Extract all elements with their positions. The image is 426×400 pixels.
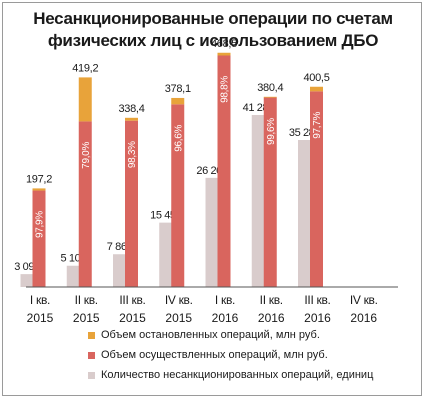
data-label-share-7: 97,7%: [312, 112, 323, 139]
x-tick-label-year-2: 2015: [73, 311, 100, 325]
x-tick-label-year-4: 2015: [165, 311, 192, 325]
bar-stopped-3: [125, 117, 138, 121]
bar-completed-5: [217, 55, 231, 287]
data-label-share-2: 79,0%: [81, 142, 92, 169]
data-label-total-4: 378,1: [165, 83, 191, 95]
x-tick-label-year-6: 2016: [258, 311, 285, 325]
bar-count-7: [298, 140, 311, 287]
x-tick-label-year-8: 2016: [350, 311, 377, 325]
chart-title-line-1: Несанкционированные операции по счетам: [33, 9, 393, 28]
legend-item-completed: Объем осуществленных операций, млн руб.: [88, 348, 328, 362]
x-tick-label-quarter-6: II кв.: [260, 293, 283, 307]
x-tick-label-quarter-1: I кв.: [30, 293, 50, 307]
x-tick-label-year-5: 2016: [212, 311, 239, 325]
data-label-total-2: 419,2: [72, 62, 98, 74]
data-label-total-6: 380,4: [257, 82, 283, 94]
legend-swatch-count: [88, 371, 95, 379]
data-label-share-5: 98,8%: [220, 76, 231, 103]
bar-count-4: [159, 222, 173, 287]
bar-stopped-7: [310, 86, 323, 92]
data-label-total-3: 338,4: [118, 103, 144, 115]
bar-count-3: [113, 254, 126, 287]
legend-swatch-stopped: [88, 331, 95, 339]
data-label-share-6: 99,6%: [266, 118, 277, 145]
bar-stopped-1: [32, 188, 46, 191]
bar-completed-1: [32, 190, 46, 287]
legend-label-count: Количество несанкционированных операций,…: [101, 369, 374, 381]
x-tick-label-quarter-5: I кв.: [215, 293, 235, 307]
bar-stopped-2: [78, 77, 92, 122]
legend-item-stopped: Объем остановленных операций, млн руб.: [88, 328, 320, 342]
bar-completed-6: [263, 97, 277, 287]
data-label-share-4: 96,6%: [173, 124, 184, 151]
chart-title-line-2: физических лиц с использованием ДБО: [47, 31, 379, 50]
data-label-share-3: 98,3%: [127, 141, 138, 168]
legend-label-completed: Объем осуществленных операций, млн руб.: [101, 349, 328, 361]
data-label-total-7: 400,5: [303, 72, 329, 84]
x-tick-label-quarter-8: IV кв.: [350, 293, 378, 307]
bar-count-1: [20, 274, 34, 287]
chart-title: Несанкционированные операции по счетам ф…: [0, 8, 426, 52]
bar-completed-7: [310, 91, 323, 287]
data-label-total-5: 468,5: [211, 38, 237, 50]
bar-count-6: [251, 115, 265, 287]
bar-count-2: [66, 265, 80, 287]
bar-completed-4: [171, 104, 185, 287]
x-tick-label-quarter-3: III кв.: [119, 293, 145, 307]
bar-completed-2: [78, 121, 92, 288]
x-tick-label-quarter-2: II кв.: [75, 293, 98, 307]
data-label-share-1: 97,9%: [35, 211, 46, 238]
bar-completed-3: [125, 120, 138, 287]
x-tick-label-quarter-7: III кв.: [304, 293, 330, 307]
bar-stopped-4: [171, 97, 185, 105]
x-tick-label-year-3: 2015: [119, 311, 146, 325]
legend-item-count: Количество несанкционированных операций,…: [88, 368, 373, 382]
x-tick-label-year-7: 2016: [304, 311, 331, 325]
data-label-total-1: 197,2: [26, 173, 52, 185]
legend-label-stopped: Объем остановленных операций, млн руб.: [101, 329, 320, 341]
bar-count-5: [205, 177, 219, 287]
x-tick-label-year-1: 2015: [27, 311, 54, 325]
x-tick-label-quarter-4: IV кв.: [165, 293, 193, 307]
bar-stopped-5: [217, 52, 231, 56]
legend-swatch-completed: [88, 351, 95, 359]
bar-stopped-6: [263, 96, 277, 98]
